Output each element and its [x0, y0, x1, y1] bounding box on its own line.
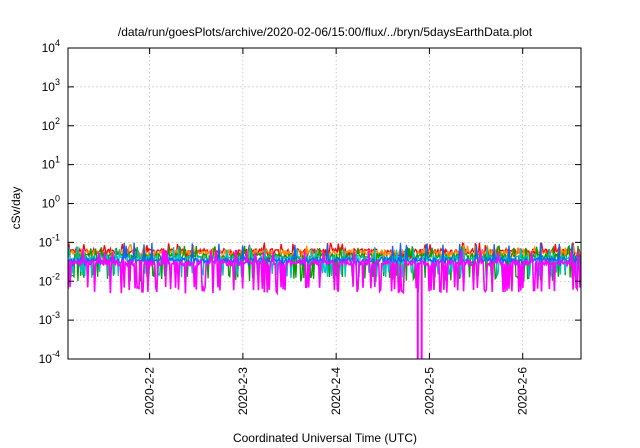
y-tick-label: 102: [42, 116, 60, 133]
y-tick-label: 10-1: [39, 232, 60, 249]
x-tick-label: 2020-2-3: [236, 367, 250, 415]
y-tick-label: 10-3: [39, 310, 60, 327]
y-tick-label: 104: [42, 38, 60, 55]
x-tick-label: 2020-2-6: [516, 367, 530, 415]
y-tick-label: 10-4: [39, 349, 60, 366]
y-tick-label: 100: [42, 194, 60, 211]
series-line: [68, 244, 581, 281]
y-axis-label: cSv/day: [9, 187, 23, 230]
x-tick-label: 2020-2-5: [422, 367, 436, 415]
y-tick-label: 101: [42, 155, 60, 172]
chart-title: /data/run/goesPlots/archive/2020-02-06/1…: [118, 25, 533, 39]
grid: [68, 48, 581, 359]
x-axis-label: Coordinated Universal Time (UTC): [233, 431, 417, 445]
plot-series: [68, 242, 581, 359]
y-tick-label: 10-2: [39, 271, 60, 288]
series-line: [68, 249, 581, 296]
plot-frame: [67, 47, 582, 360]
x-tick-label: 2020-2-4: [329, 367, 343, 415]
axes: 10-4 10-3 10-2 10-1 100 101 102 103 104 2020-2-2 2…: [39, 38, 582, 415]
x-tick-label: 2020-2-2: [143, 367, 157, 415]
y-tick-label: 103: [42, 77, 60, 94]
